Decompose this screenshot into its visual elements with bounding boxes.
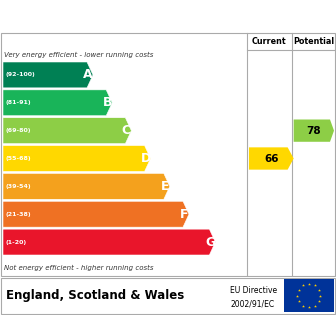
Text: England, Scotland & Wales: England, Scotland & Wales xyxy=(6,289,184,302)
Polygon shape xyxy=(3,174,170,199)
Text: (81-91): (81-91) xyxy=(6,100,32,105)
Text: (1-20): (1-20) xyxy=(6,240,27,244)
Text: EU Directive: EU Directive xyxy=(230,286,277,295)
Text: Very energy efficient - lower running costs: Very energy efficient - lower running co… xyxy=(4,52,153,58)
Text: A: A xyxy=(83,68,93,82)
Polygon shape xyxy=(3,118,131,144)
Text: 66: 66 xyxy=(264,153,279,163)
Text: (55-68): (55-68) xyxy=(6,156,32,161)
Text: (39-54): (39-54) xyxy=(6,184,32,189)
Text: Potential: Potential xyxy=(293,37,334,45)
Text: Current: Current xyxy=(252,37,287,45)
Text: Energy Efficiency Rating: Energy Efficiency Rating xyxy=(10,9,212,24)
Text: (21-38): (21-38) xyxy=(6,212,32,217)
Polygon shape xyxy=(3,62,93,88)
Text: C: C xyxy=(122,124,131,137)
Text: G: G xyxy=(205,236,215,249)
Text: (69-80): (69-80) xyxy=(6,128,32,133)
Text: E: E xyxy=(161,180,169,193)
Text: (92-100): (92-100) xyxy=(6,72,36,77)
Polygon shape xyxy=(294,119,334,142)
Polygon shape xyxy=(3,201,189,227)
Polygon shape xyxy=(3,90,112,116)
Text: 78: 78 xyxy=(306,126,321,136)
Text: Not energy efficient - higher running costs: Not energy efficient - higher running co… xyxy=(4,265,154,271)
Polygon shape xyxy=(3,146,151,171)
Text: F: F xyxy=(180,208,188,221)
Polygon shape xyxy=(3,229,215,255)
Text: D: D xyxy=(140,152,151,165)
Text: 2002/91/EC: 2002/91/EC xyxy=(230,300,274,309)
Bar xyxy=(284,279,334,312)
Polygon shape xyxy=(249,147,294,170)
Text: B: B xyxy=(102,96,112,109)
